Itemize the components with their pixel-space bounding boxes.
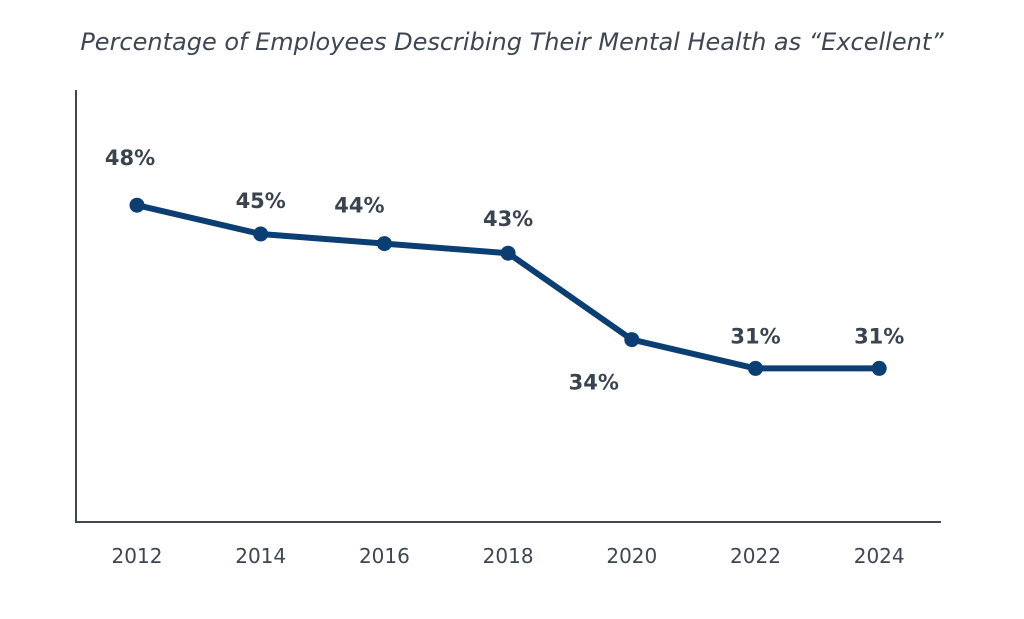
x-tick-label: 2016 [359,544,410,568]
data-point [253,226,269,242]
x-tick-label: 2020 [606,544,657,568]
chart-title: Percentage of Employees Describing Their… [80,28,944,56]
data-label: 34% [569,371,619,395]
data-label: 43% [483,207,533,231]
data-label: 31% [854,324,904,348]
x-tick-label: 2018 [483,544,534,568]
data-label: 44% [334,194,384,218]
data-point [748,360,763,376]
data-point [500,245,516,261]
data-label: 48% [105,146,155,170]
x-tick-label: 2012 [112,544,163,568]
data-point [871,360,887,376]
x-tick-label: 2024 [854,544,905,568]
x-tick-label: 2014 [235,544,286,568]
x-tick-label: 2022 [730,544,781,568]
data-point [376,236,392,252]
data-label: 45% [236,189,286,213]
data-label: 31% [730,324,780,348]
data-point [129,197,145,213]
data-point [624,332,640,348]
